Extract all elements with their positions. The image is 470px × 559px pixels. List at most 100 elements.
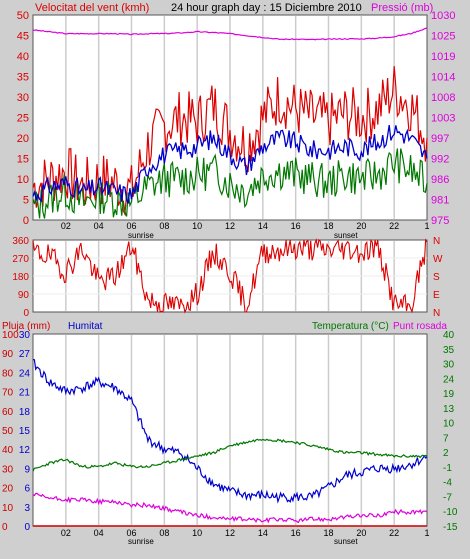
compass-tick-label: N xyxy=(433,236,440,247)
humidity-tick-label: 27 xyxy=(19,349,31,360)
compass-tick-label: N xyxy=(433,308,440,319)
compass-tick-label: E xyxy=(433,290,440,301)
dewpoint-line xyxy=(32,492,428,524)
sunset-label-top: sunset xyxy=(334,231,358,240)
humidity-tick-label: 21 xyxy=(19,388,31,399)
humidity-tick-label: 18 xyxy=(19,407,31,418)
direction-tick-label: 180 xyxy=(12,272,29,283)
temperature-tick-label: -7 xyxy=(443,492,452,503)
wind-axis-label: Velocitat del vent (kmh) xyxy=(35,2,149,14)
sunset-label-bottom: sunset xyxy=(334,537,358,546)
temperature-tick-label: 40 xyxy=(443,330,455,341)
x-tick-label: 22 xyxy=(389,221,399,231)
wind-tick-label: 45 xyxy=(17,31,29,43)
x-tick-label: 14 xyxy=(258,221,268,231)
pressure-tick-label: 1003 xyxy=(431,113,455,125)
x-tick-label: 02 xyxy=(61,221,71,231)
x-tick-label: 12 xyxy=(225,221,235,231)
rain-tick-label: 0 xyxy=(2,522,8,533)
x-tick-label: 04 xyxy=(94,528,104,538)
rain-tick-label: 50 xyxy=(2,426,14,437)
humidity-tick-label: 12 xyxy=(19,445,31,456)
x-tick-label: 16 xyxy=(291,528,301,538)
x-tick-label: 1 xyxy=(424,221,429,231)
humidity-tick-label: 6 xyxy=(24,484,30,495)
wind-tick-label: 20 xyxy=(17,133,29,145)
x-tick-label: 12 xyxy=(225,528,235,538)
temperature-tick-label: 2 xyxy=(443,448,449,459)
pressure-tick-label: 1019 xyxy=(431,51,455,63)
rain-tick-label: 30 xyxy=(2,464,14,475)
temperature-tick-label: -1 xyxy=(443,463,452,474)
pressure-tick-label: 986 xyxy=(431,174,449,186)
wind-tick-label: 5 xyxy=(23,195,29,207)
wind-direction-line xyxy=(32,237,428,314)
humidity-tick-label: 3 xyxy=(24,503,30,514)
series-layer xyxy=(32,27,428,527)
wind-tick-label: 50 xyxy=(17,10,29,22)
wind-gust-line xyxy=(32,148,428,219)
temperature-tick-label: -10 xyxy=(443,507,458,518)
x-tick-label: 20 xyxy=(356,528,366,538)
wind-average-line xyxy=(32,125,428,204)
direction-tick-label: 270 xyxy=(12,254,29,265)
x-tick-label: 18 xyxy=(323,528,333,538)
rain-tick-label: 70 xyxy=(2,388,14,399)
humidity-tick-label: 9 xyxy=(24,464,30,475)
rain-tick-label: 40 xyxy=(2,445,14,456)
tick-layer: 02 04 06 08 10 12 14 16 18 20 22 105101520253035404… xyxy=(2,10,458,538)
temperature-line xyxy=(32,438,428,472)
pressure-tick-label: 992 xyxy=(431,154,449,166)
temperature-tick-label: 10 xyxy=(443,419,455,430)
x-tick-label: 06 xyxy=(126,221,136,231)
compass-tick-label: W xyxy=(433,254,443,265)
direction-tick-label: 90 xyxy=(18,290,30,301)
chart-title: 24 hour graph day : 15 Diciembre 2010 xyxy=(171,2,362,14)
pressure-tick-label: 1014 xyxy=(431,72,455,84)
humidity-tick-label: 0 xyxy=(24,522,30,533)
temperature-tick-label: 24 xyxy=(443,374,455,385)
wind-tick-label: 15 xyxy=(17,154,29,166)
rain-tick-label: 10 xyxy=(2,503,14,514)
rain-tick-label: 100 xyxy=(2,330,19,341)
wind-tick-label: 25 xyxy=(17,113,29,125)
x-tick-label: 08 xyxy=(159,528,169,538)
wind-tick-label: 0 xyxy=(23,215,29,227)
x-tick-label: 18 xyxy=(323,221,333,231)
pressure-tick-label: 1025 xyxy=(431,31,455,43)
humidity-tick-label: 30 xyxy=(19,330,31,341)
pressure-axis-label: Pressió (mb) xyxy=(371,2,433,14)
x-tick-label: 02 xyxy=(61,528,71,538)
x-tick-label: 08 xyxy=(159,221,169,231)
x-tick-label: 14 xyxy=(258,528,268,538)
temperature-axis-label: Temperatura (°C) xyxy=(312,321,389,332)
direction-tick-label: 360 xyxy=(12,236,29,247)
temperature-tick-label: 30 xyxy=(443,360,455,371)
rain-axis-label: Pluja (mm) xyxy=(2,321,50,332)
rain-tick-label: 60 xyxy=(2,407,14,418)
wind-tick-label: 10 xyxy=(17,174,29,186)
humidity-line xyxy=(32,358,428,504)
wind-tick-label: 30 xyxy=(17,92,29,104)
wind-tick-label: 35 xyxy=(17,72,29,84)
sunrise-label-top: sunrise xyxy=(128,231,154,240)
temperature-tick-label: 35 xyxy=(443,345,455,356)
rain-tick-label: 80 xyxy=(2,368,14,379)
rain-tick-label: 90 xyxy=(2,349,14,360)
temperature-tick-label: -15 xyxy=(443,522,458,533)
direction-tick-label: 0 xyxy=(23,308,29,319)
x-tick-label: 06 xyxy=(126,528,136,538)
temperature-tick-label: 13 xyxy=(443,404,455,415)
x-tick-label: 1 xyxy=(424,528,429,538)
x-tick-label: 20 xyxy=(356,221,366,231)
sunrise-label-bottom: sunrise xyxy=(128,537,154,546)
temperature-tick-label: 7 xyxy=(443,433,449,444)
rain-tick-label: 20 xyxy=(2,484,14,495)
pressure-tick-label: 1030 xyxy=(431,10,455,22)
pressure-line xyxy=(32,27,428,41)
x-tick-label: 10 xyxy=(192,221,202,231)
humidity-axis-label: Humitat xyxy=(68,321,103,332)
x-tick-label: 04 xyxy=(94,221,104,231)
humidity-tick-label: 15 xyxy=(19,426,31,437)
